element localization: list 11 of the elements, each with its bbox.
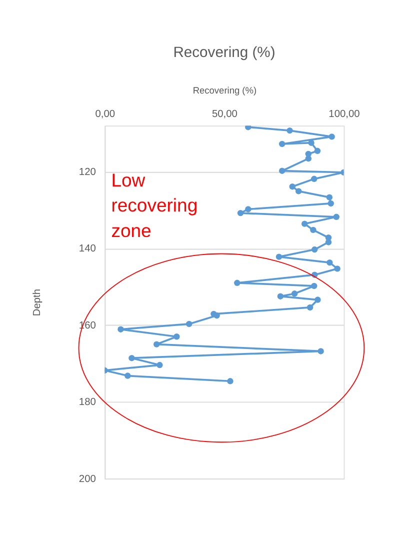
y-axis-title: Depth [32,288,43,316]
annotation: Low recovering zone [111,170,198,241]
y-tick-label: 180 [78,397,96,408]
y-tick-label: 120 [78,166,96,178]
x-tick-label: 50,00 [212,108,238,120]
x-tick-label: 100,00 [328,108,360,120]
x-axis-title: Recovering (%) [192,86,257,96]
x-tick-label: 0,00 [95,108,116,120]
y-tick-label: 200 [78,474,96,485]
chart-title: Recovering (%) [173,45,276,61]
y-tick-label: 140 [78,244,96,255]
